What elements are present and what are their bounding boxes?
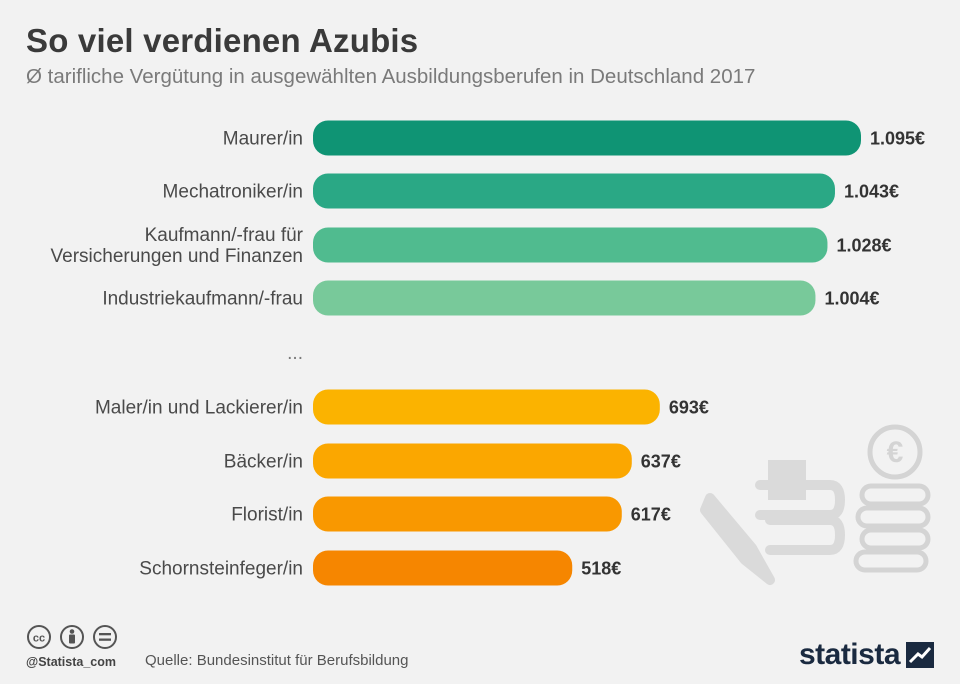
bar <box>313 227 828 263</box>
source-note: Quelle: Bundesinstitut für Berufsbildung <box>145 652 409 669</box>
category-label: Florist/in <box>231 505 303 526</box>
by-icon <box>60 625 84 649</box>
value-label: 1.028€ <box>836 236 891 256</box>
value-label: 1.095€ <box>870 129 925 149</box>
category-label: Schornsteinfeger/in <box>139 559 303 580</box>
bar <box>313 280 816 316</box>
gap-marker: ... <box>287 343 303 364</box>
pencil-book-icon <box>700 460 845 585</box>
bar <box>313 443 632 479</box>
decoration-illustration: € <box>700 424 931 585</box>
statista-logo[interactable]: statista <box>799 638 934 672</box>
category-label: Mechatroniker/in <box>163 182 303 203</box>
brand-name: statista <box>798 638 901 671</box>
statista-mark-icon <box>906 642 934 668</box>
value-label: 637€ <box>641 452 681 472</box>
category-label: Maler/in und Lackierer/in <box>95 398 303 419</box>
value-label: 518€ <box>581 559 621 579</box>
bar <box>313 550 573 586</box>
svg-text:cc: cc <box>33 633 45 645</box>
chart-subtitle: Ø tarifliche Vergütung in ausgewählten A… <box>26 65 756 88</box>
nd-icon <box>93 625 117 649</box>
category-label: Maurer/in <box>223 129 303 150</box>
category-label: Kaufmann/-frau für Versicherungen und Fin… <box>51 225 304 267</box>
value-label: 617€ <box>631 505 671 525</box>
category-label: Bäcker/in <box>224 452 303 473</box>
bar <box>313 496 622 532</box>
svg-text:€: € <box>887 436 904 469</box>
cc-icon: cc <box>27 625 51 649</box>
euro-coin-stack-icon: € <box>853 424 931 573</box>
value-label: 1.004€ <box>824 289 879 309</box>
footer-handle: @Statista_com <box>26 655 116 669</box>
bar <box>313 173 835 209</box>
value-label: 693€ <box>669 398 709 418</box>
license-icons: cc <box>27 625 117 649</box>
category-label: Industriekaufmann/-frau <box>102 289 303 310</box>
chart-title: So viel verdienen Azubis <box>26 22 419 59</box>
value-label: 1.043€ <box>844 182 899 202</box>
bar <box>313 120 861 156</box>
bar-chart: Maurer/in 1.095€ Mechatroniker/in 1.043€ Kau… <box>51 120 925 586</box>
bar <box>313 389 660 425</box>
